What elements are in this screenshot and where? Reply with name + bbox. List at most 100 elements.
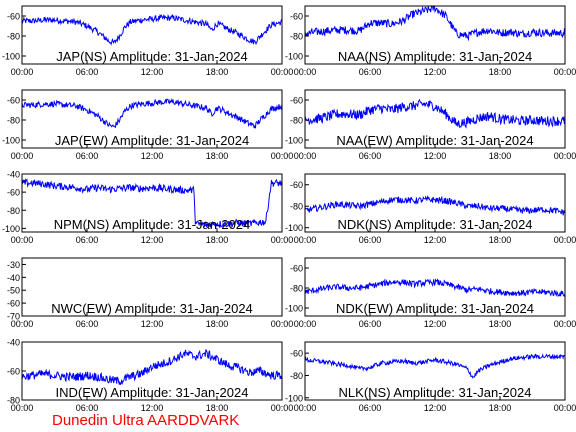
x-tick-label-4-3: 12:00 — [424, 151, 447, 161]
x-tick-label-3-3: 12:00 — [141, 151, 164, 161]
x-tick-label-5-3: 12:00 — [141, 235, 164, 245]
y-tick-label-5-1: -40 — [7, 170, 20, 180]
chart-title-1: JAP(NS) Amplitude: 31-Jan-2024 — [56, 49, 247, 64]
chart-title-3: JAP(EW) Amplitude: 31-Jan-2024 — [55, 133, 249, 148]
x-tick-label-6-1: 00:00 — [294, 235, 317, 245]
x-tick-label-9-5: 00:00 — [271, 403, 294, 413]
x-tick-label-8-2: 06:00 — [359, 319, 382, 329]
chart-panel-6: -60 -80 -100 00:00 06:00 12:00 18:00 00:00 NDK(N… — [285, 173, 576, 245]
y-tick-label-3-2: -80 — [7, 116, 20, 126]
x-tick-label-8-5: 00:00 — [554, 319, 576, 329]
x-tick-label-7-3: 12:00 — [141, 319, 164, 329]
x-tick-label-7-4: 18:00 — [206, 319, 229, 329]
chart-title-6: NDK(NS) Amplitude: 31-Jan-2024 — [337, 217, 532, 232]
x-tick-label-1-2: 06:00 — [76, 67, 99, 77]
chart-title-9: IND(EW) Amplitude: 31-Jan-2024 — [56, 385, 249, 400]
y-tick-label-1-1: -60 — [7, 12, 20, 22]
x-tick-label-3-1: 00:00 — [11, 151, 34, 161]
y-tick-label-4-3: -100 — [285, 136, 303, 146]
chart-panel-2: -60 -80 -100 00:00 06:00 12:00 18:00 00:00 NAA(N… — [285, 5, 576, 77]
x-tick-label-8-3: 12:00 — [424, 319, 447, 329]
x-tick-label-4-1: 00:00 — [294, 151, 317, 161]
y-tick-label-7-1: -30 — [7, 260, 20, 270]
x-tick-label-5-5: 00:00 — [271, 235, 294, 245]
chart-title-7: NWC(EW) Amplitude: 31-Jan-2024 — [51, 301, 253, 316]
x-tick-label-9-3: 12:00 — [141, 403, 164, 413]
y-tick-label-7-2: -40 — [7, 273, 20, 283]
y-tick-label-8-2: -80 — [290, 284, 303, 294]
y-tick-label-1-3: -100 — [2, 52, 20, 62]
y-tick-label-2-3: -100 — [285, 52, 303, 62]
x-tick-label-10-5: 00:00 — [554, 403, 576, 413]
data-trace-8 — [305, 278, 565, 298]
chart-panel-3: -60 -80 -100 00:00 06:00 12:00 18:00 00:00 JAP(E… — [2, 89, 294, 161]
y-tick-label-7-3: -50 — [7, 286, 20, 296]
footer-label: Dunedin Ultra AARDDVARK — [52, 412, 239, 429]
chart-panel-4: -60 -80 -100 00:00 06:00 12:00 18:00 00:00 NAA(E… — [285, 89, 576, 161]
y-tick-label-3-1: -60 — [7, 96, 20, 106]
x-tick-label-1-4: 18:00 — [206, 67, 229, 77]
x-tick-label-3-5: 00:00 — [271, 151, 294, 161]
chart-panel-1: -60 -80 -100 00:00 06:00 12:00 18:00 00:00 JAP(N… — [2, 5, 294, 77]
x-tick-label-2-1: 00:00 — [294, 67, 317, 77]
y-tick-label-9-1: -40 — [7, 338, 20, 348]
y-tick-label-7-5: -70 — [7, 312, 20, 322]
x-tick-label-7-1: 00:00 — [11, 319, 34, 329]
y-tick-label-8-3: -100 — [285, 304, 303, 314]
x-tick-label-9-4: 18:00 — [206, 403, 229, 413]
x-tick-label-8-4: 18:00 — [489, 319, 512, 329]
y-tick-label-10-2: -80 — [290, 371, 303, 381]
x-tick-label-5-2: 06:00 — [76, 235, 99, 245]
chart-panel-8: -60 -80 -100 00:00 06:00 12:00 18:00 00:00 NDK(E… — [285, 257, 576, 329]
chart-title-5: NPM(NS) Amplitude: 31-Jan-2024 — [54, 217, 251, 232]
y-tick-label-7-4: -60 — [7, 299, 20, 309]
x-tick-label-4-2: 06:00 — [359, 151, 382, 161]
y-tick-label-10-1: -60 — [290, 349, 303, 359]
data-trace-9 — [22, 348, 282, 386]
x-tick-label-10-2: 06:00 — [359, 403, 382, 413]
y-tick-label-4-1: -60 — [290, 96, 303, 106]
x-tick-label-10-1: 00:00 — [294, 403, 317, 413]
y-tick-label-6-2: -80 — [290, 202, 303, 212]
x-tick-label-6-4: 18:00 — [489, 235, 512, 245]
chart-title-8: NDK(EW) Amplitude: 31-Jan-2024 — [336, 301, 534, 316]
y-tick-label-5-3: -80 — [7, 206, 20, 216]
x-tick-label-6-2: 06:00 — [359, 235, 382, 245]
x-tick-label-4-5: 00:00 — [554, 151, 576, 161]
x-tick-label-3-2: 06:00 — [76, 151, 99, 161]
y-tick-label-2-2: -80 — [290, 32, 303, 42]
y-tick-label-10-3: -100 — [285, 393, 303, 403]
x-tick-label-2-3: 12:00 — [424, 67, 447, 77]
x-tick-label-5-1: 00:00 — [11, 235, 34, 245]
x-tick-label-7-5: 00:00 — [271, 319, 294, 329]
y-tick-label-6-3: -100 — [285, 223, 303, 233]
data-trace-5 — [22, 178, 282, 229]
x-tick-label-1-5: 00:00 — [271, 67, 294, 77]
x-tick-label-9-2: 06:00 — [76, 403, 99, 413]
chart-title-10: NLK(NS) Amplitude: 31-Jan-2024 — [339, 385, 532, 400]
x-tick-label-4-4: 18:00 — [489, 151, 512, 161]
y-tick-label-4-2: -80 — [290, 116, 303, 126]
y-tick-label-6-1: -60 — [290, 180, 303, 190]
x-tick-label-8-1: 00:00 — [294, 319, 317, 329]
data-trace-2 — [305, 6, 565, 42]
x-tick-label-9-1: 00:00 — [11, 403, 34, 413]
chart-title-4: NAA(EW) Amplitude: 31-Jan-2024 — [336, 133, 533, 148]
y-tick-label-9-3: -80 — [7, 396, 20, 406]
x-tick-label-7-2: 06:00 — [76, 319, 99, 329]
x-tick-label-3-4: 18:00 — [206, 151, 229, 161]
x-tick-label-10-4: 18:00 — [489, 403, 512, 413]
y-tick-label-9-2: -60 — [7, 367, 20, 377]
data-trace-3 — [22, 97, 282, 129]
y-tick-label-5-2: -60 — [7, 188, 20, 198]
data-trace-1 — [22, 13, 282, 46]
x-tick-label-5-4: 18:00 — [206, 235, 229, 245]
x-tick-label-6-5: 00:00 — [554, 235, 576, 245]
y-tick-label-2-1: -60 — [290, 12, 303, 22]
